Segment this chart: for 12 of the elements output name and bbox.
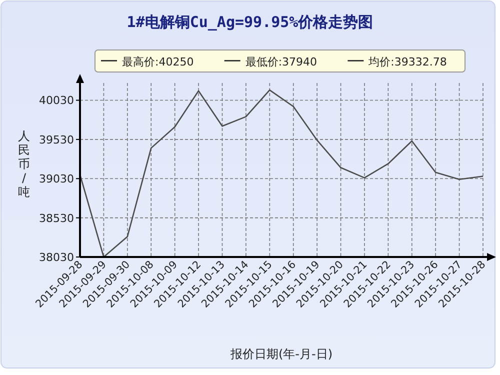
y-tick-label: 38030 — [39, 251, 74, 264]
y-tick-label: 40030 — [39, 94, 74, 108]
y-tick-label: 39530 — [39, 133, 74, 146]
y-axis-title: 人民币/吨 — [18, 129, 30, 199]
chart-title: 1#电解铜Cu_Ag=99.95%价格走势图 — [126, 13, 374, 31]
y-tick-label: 38530 — [39, 212, 74, 225]
y-tick-label: 39030 — [39, 172, 74, 186]
line-series — [79, 89, 484, 258]
text: 均价:39332.78 — [368, 56, 447, 68]
x-axis-title: 报价日期(年-月-日) — [229, 347, 333, 361]
text: 最高价:40250 — [122, 56, 194, 68]
text: 最低价:37940 — [245, 56, 318, 68]
